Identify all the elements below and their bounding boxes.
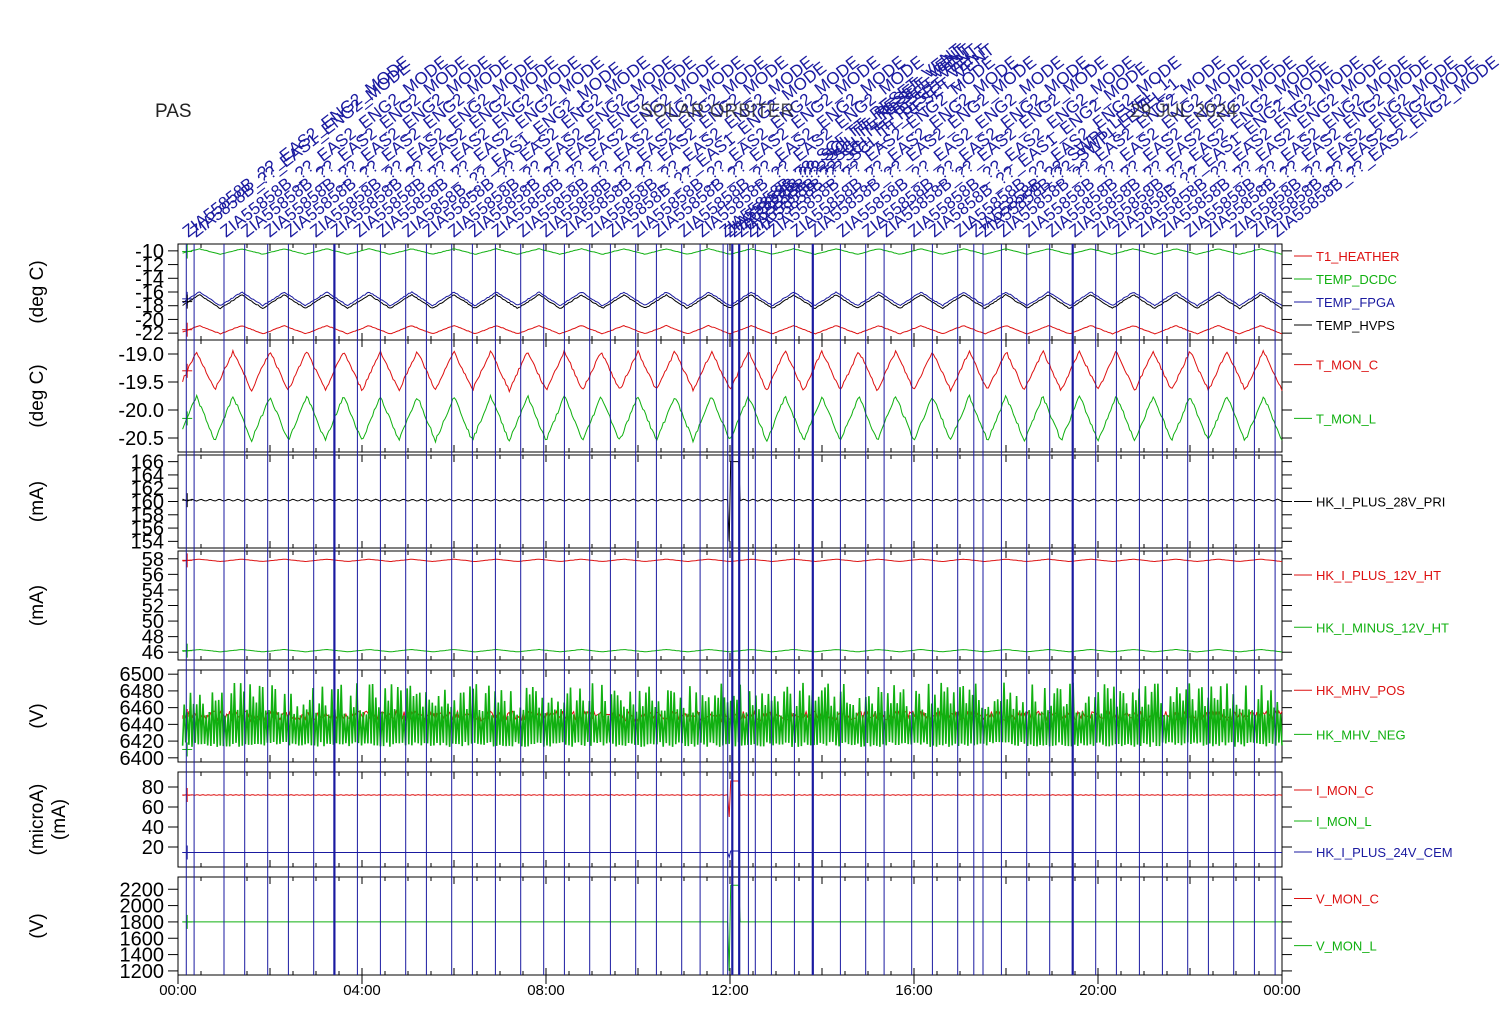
y-tick-label: 164: [131, 465, 164, 487]
legend-label: HK_I_PLUS_28V_PRI: [1316, 495, 1445, 510]
x-tick-label: 00:00: [1263, 982, 1301, 999]
y-axis-label: (V): [27, 913, 48, 938]
event-lines: [185, 244, 1276, 975]
y-tick-label: 54: [142, 580, 164, 602]
y-tick-label: 1200: [120, 961, 165, 983]
y-tick-label: -18: [135, 296, 164, 318]
y-axis-label: (deg C): [27, 364, 48, 427]
x-tick-label: 08:00: [527, 982, 565, 999]
event-labels: ZIA55858B_??_EAS2_ENG2_MODEZIA5858B_??_E…: [179, 40, 1502, 241]
y-tick-label: 154: [131, 531, 164, 553]
x-tick-label: 04:00: [343, 982, 381, 999]
y-tick-label: 60: [142, 797, 164, 819]
y-tick-label: -16: [135, 282, 164, 304]
y-tick-label: 6480: [120, 681, 165, 703]
y-tick-label: 20: [142, 837, 164, 859]
x-tick-label: 20:00: [1079, 982, 1117, 999]
y-tick-label: 162: [131, 478, 164, 500]
legend-label: T_MON_L: [1316, 411, 1376, 426]
x-tick-label: 12:00: [711, 982, 749, 999]
y-tick-label: -19.0: [118, 344, 164, 366]
y-tick-label: 58: [142, 549, 164, 571]
y-tick-label: 80: [142, 777, 164, 799]
y-tick-label: -12: [135, 255, 164, 277]
legend-label: I_MON_L: [1316, 814, 1372, 829]
legend-label: TEMP_HVPS: [1316, 318, 1395, 333]
y-tick-label: -20.0: [118, 400, 164, 422]
x-tick-label: 16:00: [895, 982, 933, 999]
legend-label: HK_I_PLUS_24V_CEM: [1316, 845, 1453, 860]
y-tick-label: 6460: [120, 698, 165, 720]
legend-label: TEMP_DCDC: [1316, 272, 1397, 287]
y-tick-label: -19.5: [118, 372, 164, 394]
title-center: SOLAR ORBITER: [640, 101, 794, 122]
panel-2: -19.0 -19.5 -20.0 -20.5 (deg C) T_MON_C T_MON_…: [27, 339, 1378, 453]
legend-label: T_MON_C: [1316, 358, 1378, 373]
x-axis: 00:00 04:00 08:00 12:00 16:00 20:00 00:00: [159, 975, 1301, 999]
y-tick-label: 156: [131, 518, 164, 540]
y-tick-label: 2200: [120, 879, 165, 901]
y-tick-label: 1600: [120, 928, 165, 950]
y-tick-label: -20: [135, 309, 164, 331]
legend-label: HK_I_MINUS_12V_HT: [1316, 620, 1449, 635]
title-left: PAS: [155, 101, 192, 122]
y-tick-label: 56: [142, 564, 164, 586]
y-axis-label: (microA): [27, 784, 48, 856]
y-axis-label-2: (mA): [49, 799, 70, 840]
y-tick-label: 160: [131, 492, 164, 514]
y-tick-label: 158: [131, 505, 164, 527]
y-tick-label: 52: [142, 596, 164, 618]
y-axis-label: (V): [27, 703, 48, 728]
y-tick-label: 6420: [120, 731, 165, 753]
y-tick-label: 46: [142, 642, 164, 664]
title-right: 29 JUL 2024: [1130, 101, 1237, 122]
legend-label: HK_MHV_POS: [1316, 683, 1405, 698]
y-tick-label: -10: [135, 241, 164, 263]
y-tick-label: 6400: [120, 748, 165, 770]
legend-label: HK_MHV_NEG: [1316, 727, 1406, 742]
legend-label: V_MON_C: [1316, 892, 1379, 907]
y-tick-label: 40: [142, 817, 164, 839]
legend-label: HK_I_PLUS_12V_HT: [1316, 568, 1441, 583]
y-tick-label: 2000: [120, 896, 165, 918]
legend-label: V_MON_L: [1316, 939, 1377, 954]
y-tick-label: 6440: [120, 714, 165, 736]
y-axis-label: (mA): [27, 585, 48, 626]
x-tick-label: 00:00: [159, 982, 197, 999]
y-tick-label: -22: [135, 323, 164, 345]
y-tick-label: 50: [142, 611, 164, 633]
y-tick-label: 1800: [120, 912, 165, 934]
y-tick-label: 1400: [120, 945, 165, 967]
legend-label: I_MON_C: [1316, 783, 1374, 798]
y-tick-label: -14: [135, 268, 164, 290]
y-tick-label: 48: [142, 627, 164, 649]
y-axis-label: (mA): [27, 481, 48, 522]
y-tick-label: 166: [131, 452, 164, 474]
y-axis-label: (deg C): [27, 260, 48, 323]
y-tick-label: 6500: [120, 664, 165, 686]
panel-1: -10-12-14-16-18-20-22 (deg C) T1_HEATHER TE…: [27, 241, 1400, 345]
legend-label: T1_HEATHER: [1316, 249, 1400, 264]
y-tick-label: -20.5: [118, 428, 164, 450]
legend-label: TEMP_FPGA: [1316, 295, 1395, 310]
